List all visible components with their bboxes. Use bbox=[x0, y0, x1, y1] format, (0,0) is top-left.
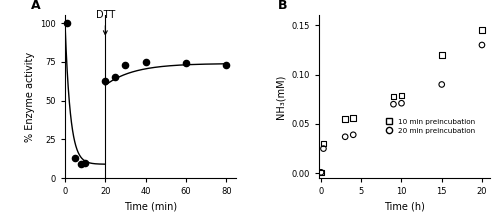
Point bbox=[438, 83, 446, 86]
Point bbox=[317, 170, 325, 174]
Point bbox=[81, 161, 89, 165]
Point bbox=[320, 147, 328, 150]
Point bbox=[122, 63, 130, 67]
Text: DTT: DTT bbox=[96, 10, 115, 35]
Point bbox=[390, 95, 398, 98]
Point bbox=[102, 79, 110, 82]
Point bbox=[317, 170, 325, 174]
X-axis label: Time (h): Time (h) bbox=[384, 202, 425, 212]
X-axis label: Time (min): Time (min) bbox=[124, 202, 177, 212]
Point bbox=[341, 135, 349, 139]
Text: B: B bbox=[278, 0, 287, 12]
Y-axis label: NH₃(mM): NH₃(mM) bbox=[276, 75, 285, 119]
Point bbox=[478, 43, 486, 47]
Point bbox=[398, 101, 406, 105]
Point bbox=[71, 156, 79, 160]
Point bbox=[349, 116, 357, 120]
Point bbox=[182, 62, 190, 65]
Point bbox=[438, 53, 446, 57]
Point bbox=[77, 163, 85, 166]
Point bbox=[478, 28, 486, 32]
Legend: 10 min preincubation, 20 min preincubation: 10 min preincubation, 20 min preincubati… bbox=[378, 116, 478, 136]
Point bbox=[349, 133, 357, 137]
Y-axis label: % Enzyme activity: % Enzyme activity bbox=[24, 52, 34, 142]
Text: A: A bbox=[30, 0, 40, 12]
Point bbox=[398, 94, 406, 97]
Point bbox=[63, 21, 71, 25]
Point bbox=[341, 117, 349, 121]
Point bbox=[142, 60, 150, 64]
Point bbox=[112, 76, 120, 79]
Point bbox=[222, 63, 230, 67]
Point bbox=[320, 142, 328, 145]
Point bbox=[390, 103, 398, 106]
